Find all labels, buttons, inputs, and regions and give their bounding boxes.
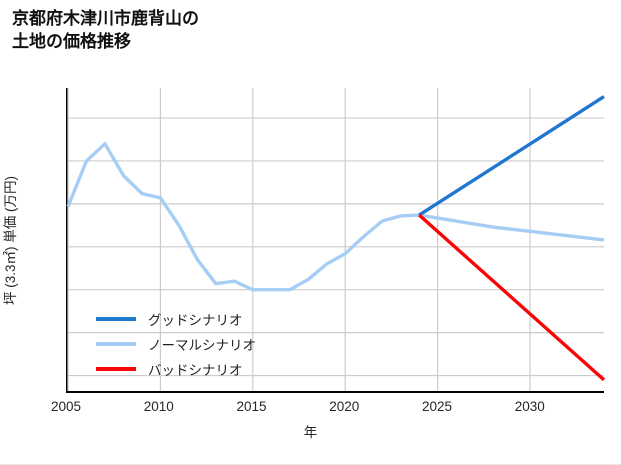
- chart-title: 京都府木津川市鹿背山の 土地の価格推移: [12, 9, 199, 51]
- x-tick-label: 2020: [329, 399, 360, 414]
- legend-label: グッドシナリオ: [148, 313, 243, 328]
- legend-color-swatch: [96, 317, 136, 321]
- x-axis-label: 年: [0, 421, 621, 441]
- x-tick-label: 2015: [236, 399, 267, 414]
- y-axis-label: 坪 (3.3㎡) 単価 (万円): [0, 88, 20, 393]
- x-tick-label: 2010: [143, 399, 174, 414]
- legend-label: バッドシナリオ: [148, 363, 243, 378]
- plot-area: [66, 88, 606, 393]
- legend-item[interactable]: グッドシナリオ: [96, 310, 256, 328]
- legend-color-swatch: [96, 342, 136, 346]
- series-line: [418, 213, 606, 382]
- legend-item[interactable]: バッドシナリオ: [96, 360, 256, 378]
- grid-lines: [67, 88, 604, 391]
- chart-legend: グッドシナリオ ノーマルシナリオ バッドシナリオ: [96, 310, 256, 378]
- legend-item[interactable]: ノーマルシナリオ: [96, 335, 256, 353]
- y-axis-label-text: 坪 (3.3㎡) 単価 (万円): [3, 176, 18, 306]
- x-axis-label-text: 年: [303, 425, 318, 440]
- x-tick-label: 2030: [514, 399, 545, 414]
- legend-color-swatch: [96, 367, 136, 371]
- data-series-layer: [66, 95, 606, 382]
- x-tick-label: 2005: [50, 399, 82, 414]
- legend-label: ノーマルシナリオ: [148, 338, 256, 353]
- x-tick-label: 2025: [422, 399, 453, 414]
- series-line: [418, 95, 605, 217]
- series-line: [66, 142, 605, 292]
